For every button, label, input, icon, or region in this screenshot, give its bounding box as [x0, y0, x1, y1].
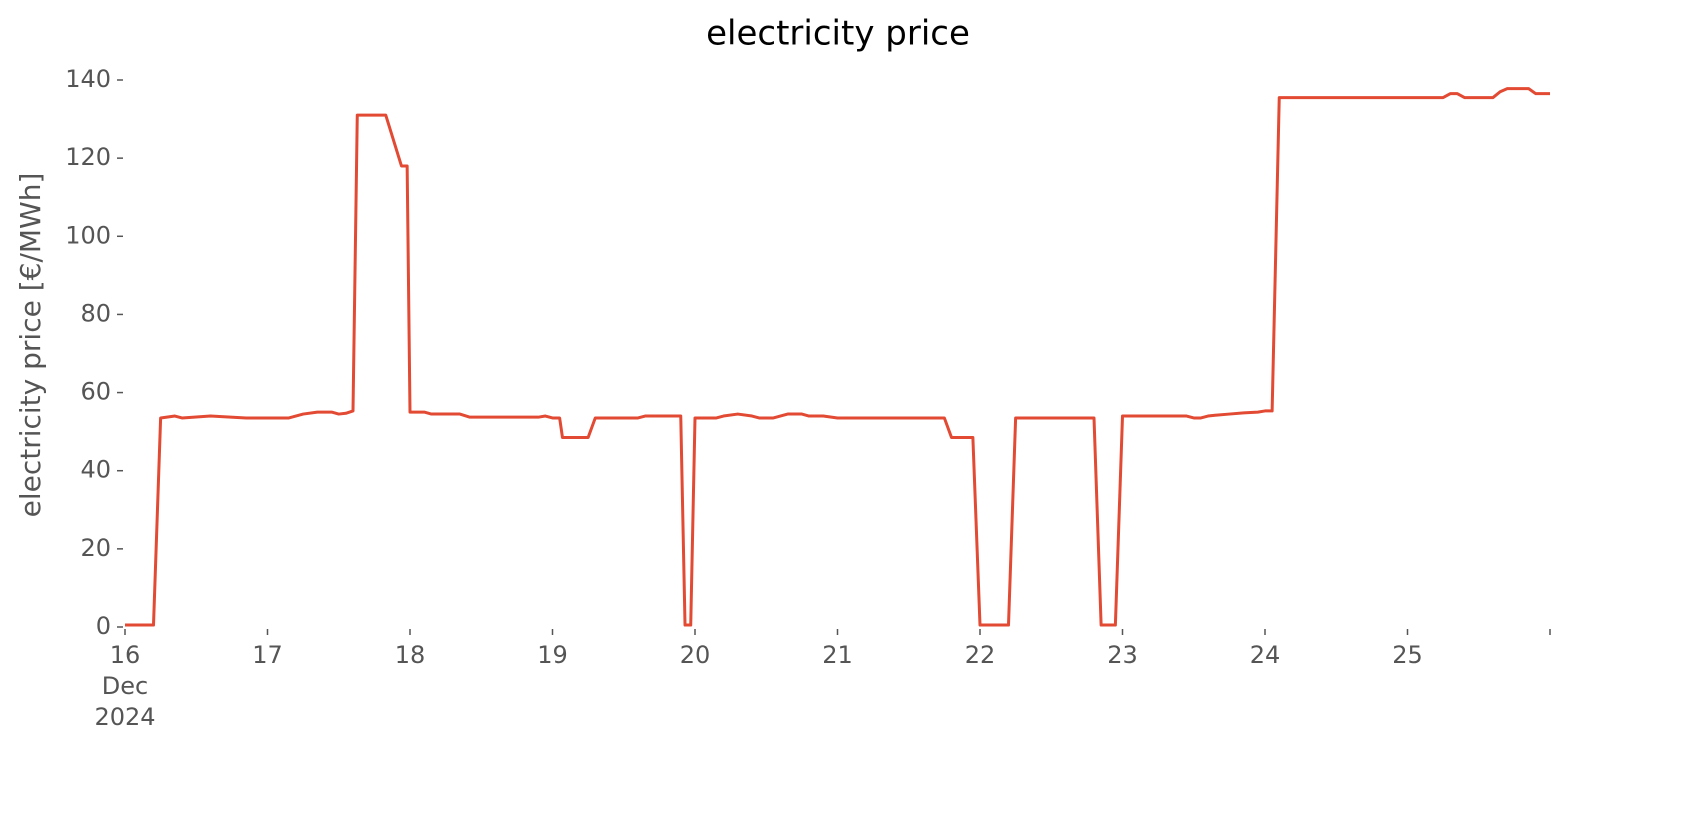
x-tick-label: 20 — [680, 641, 711, 669]
y-tick-label: 140 — [65, 65, 111, 93]
y-tick-label: 20 — [80, 534, 111, 562]
x-tick-label: 19 — [537, 641, 568, 669]
x-tick-label: 23 — [1107, 641, 1138, 669]
y-tick-label: 60 — [80, 378, 111, 406]
y-tick-label: 0 — [96, 612, 111, 640]
x-tick-label: 17 — [252, 641, 283, 669]
y-tick-label: 40 — [80, 456, 111, 484]
x-tick-label: 18 — [395, 641, 426, 669]
x-tick-label: 22 — [965, 641, 996, 669]
x-tick-label: 25 — [1392, 641, 1423, 669]
y-tick-label: 80 — [80, 299, 111, 327]
price-line — [125, 87, 1550, 627]
x-tick-label: 21 — [822, 641, 853, 669]
chart-title: electricity price — [706, 14, 970, 54]
y-tick-label: 120 — [65, 143, 111, 171]
y-tick-label: 100 — [65, 221, 111, 249]
x-tick-label: 16 Dec 2024 — [94, 641, 155, 731]
x-tick-label: 24 — [1250, 641, 1281, 669]
y-axis-label: electricity price [€/MWh] — [14, 173, 47, 518]
